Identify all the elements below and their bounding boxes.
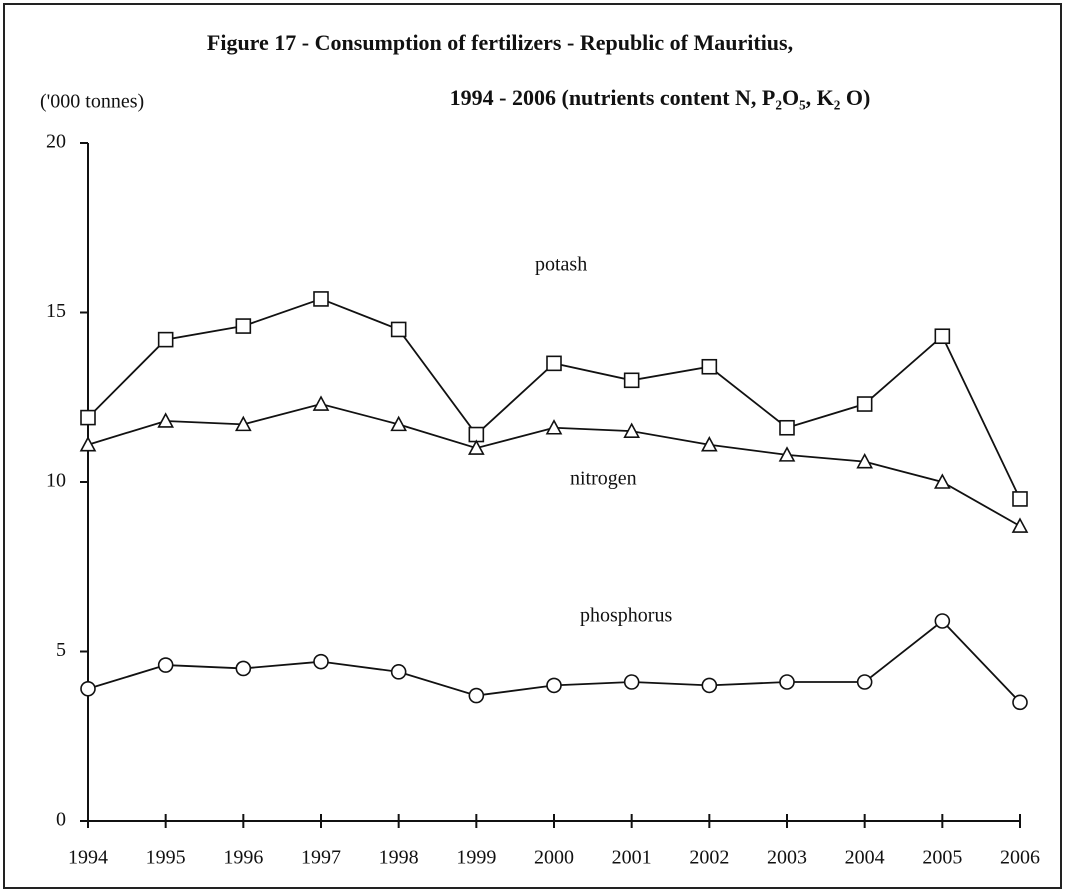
marker-square: [157, 331, 174, 348]
series-label: nitrogen: [570, 468, 637, 490]
x-tick-label: 1999: [456, 847, 496, 869]
y-tick-label: 15: [46, 300, 66, 322]
x-tick-label: 1997: [301, 847, 341, 869]
marker-square: [313, 291, 329, 307]
x-tick-label: 2002: [689, 847, 729, 869]
marker-square: [80, 409, 96, 426]
marker-triangle: [79, 436, 97, 452]
marker-circle: [80, 680, 96, 697]
x-tick-label: 1998: [379, 847, 419, 869]
y-tick-label: 5: [56, 639, 66, 661]
marker-circle: [313, 653, 329, 670]
marker-circle: [546, 677, 562, 694]
y-tick-label: 0: [56, 809, 66, 831]
x-tick-label: 2001: [612, 847, 652, 869]
chart-title: Figure 17 - Consumption of fertilizers -…: [207, 30, 793, 55]
marker-triangle: [778, 446, 796, 462]
marker-square: [934, 328, 951, 345]
x-tick-label: 1996: [223, 847, 263, 869]
marker-triangle: [157, 412, 175, 428]
x-tick-label: 2003: [767, 847, 807, 869]
marker-triangle: [933, 473, 951, 489]
y-tick-label: 20: [46, 131, 66, 153]
x-tick-label: 1994: [68, 847, 108, 869]
marker-circle: [623, 674, 640, 690]
marker-circle: [235, 660, 252, 677]
marker-square: [390, 321, 407, 338]
marker-square: [623, 372, 640, 389]
x-tick-label: 2000: [534, 847, 574, 869]
series-label: phosphorus: [580, 605, 672, 627]
marker-square: [1012, 491, 1028, 507]
marker-triangle: [623, 422, 641, 438]
marker-triangle: [545, 419, 563, 435]
x-tick-label: 2004: [845, 847, 885, 869]
marker-triangle: [1011, 517, 1029, 533]
marker-triangle: [856, 452, 874, 469]
marker-triangle: [467, 439, 485, 455]
y-axis-label: ('000 tonnes): [40, 91, 144, 113]
marker-circle: [468, 687, 485, 704]
marker-circle: [934, 613, 951, 629]
marker-circle: [390, 664, 407, 680]
marker-circle: [157, 657, 174, 673]
marker-square: [779, 419, 795, 436]
marker-circle: [856, 674, 873, 690]
marker-circle: [701, 677, 718, 694]
frame: [3, 3, 1062, 889]
y-tick-label: 10: [46, 470, 66, 492]
marker-triangle: [390, 415, 408, 432]
x-tick-label: 1995: [146, 847, 186, 869]
series-line: [87, 297, 1021, 500]
x-tick-label: 2005: [922, 847, 962, 869]
marker-circle: [779, 674, 795, 690]
series-label: potash: [535, 254, 587, 276]
x-tick-label: 2006: [1000, 847, 1040, 869]
marker-square: [856, 396, 873, 412]
marker-square: [235, 318, 252, 334]
marker-triangle: [700, 436, 718, 452]
marker-triangle: [234, 415, 252, 432]
marker-square: [546, 355, 562, 372]
marker-square: [701, 358, 718, 375]
marker-triangle: [312, 395, 330, 411]
marker-circle: [1012, 694, 1028, 711]
chart-subtitle: 1994 - 2006 (nutrients content N, P₂O₅, …: [450, 85, 871, 110]
